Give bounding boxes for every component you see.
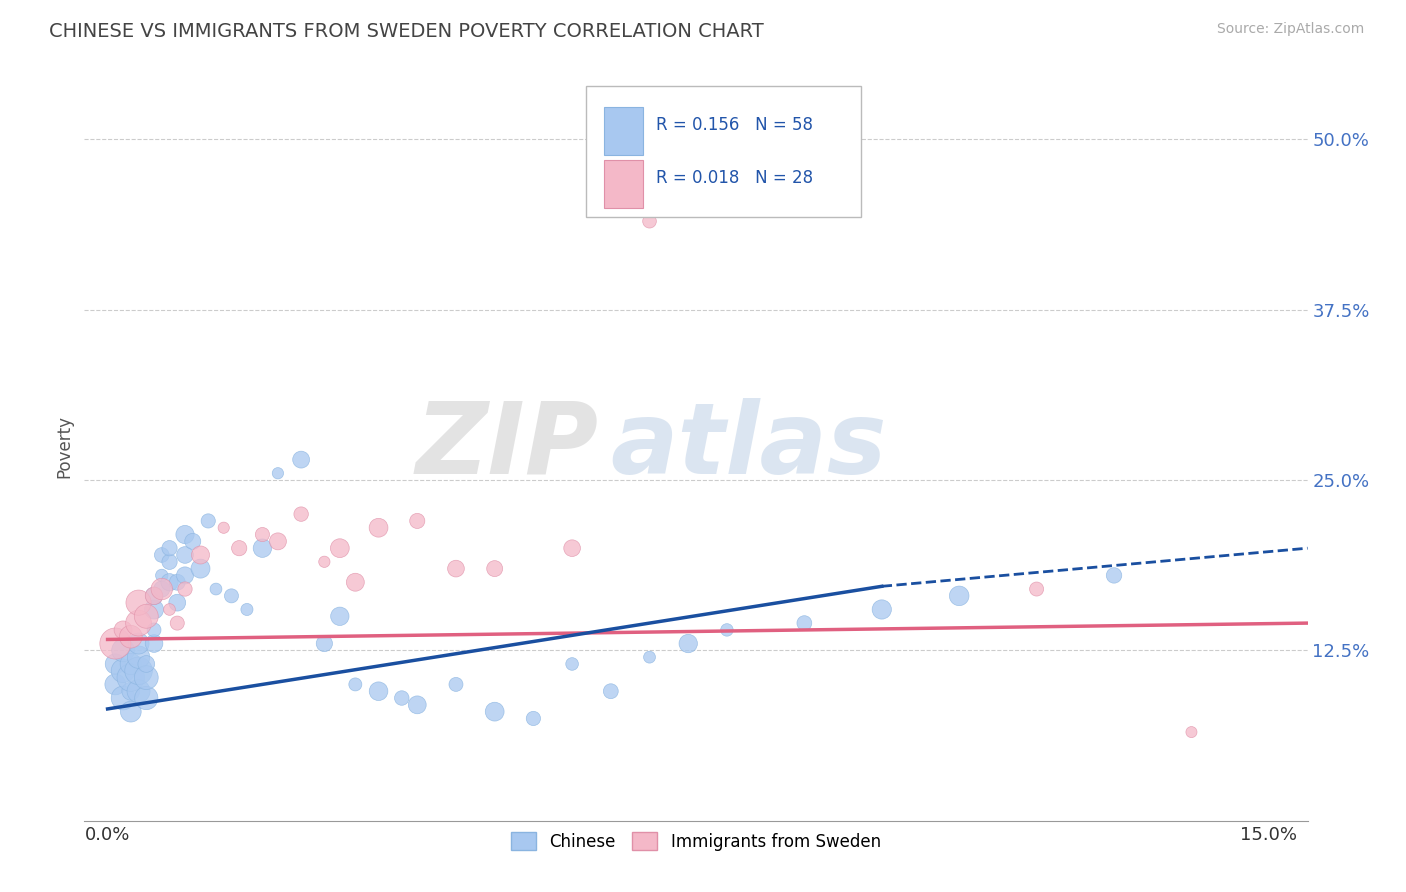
Point bbox=[190, 548, 212, 562]
Point bbox=[159, 602, 181, 616]
Point bbox=[120, 684, 142, 698]
Point bbox=[174, 548, 197, 562]
Point bbox=[676, 636, 699, 650]
Point bbox=[197, 514, 219, 528]
Text: CHINESE VS IMMIGRANTS FROM SWEDEN POVERTY CORRELATION CHART: CHINESE VS IMMIGRANTS FROM SWEDEN POVERT… bbox=[49, 22, 763, 41]
Point bbox=[166, 596, 188, 610]
Point bbox=[143, 602, 166, 616]
FancyBboxPatch shape bbox=[605, 160, 644, 208]
Text: atlas: atlas bbox=[610, 398, 887, 494]
Point bbox=[120, 630, 142, 644]
Point bbox=[252, 527, 274, 541]
Point bbox=[205, 582, 228, 596]
Point bbox=[344, 575, 367, 590]
Point bbox=[150, 582, 173, 596]
Point bbox=[522, 711, 544, 725]
Point bbox=[174, 527, 197, 541]
Point bbox=[252, 541, 274, 556]
Point bbox=[314, 555, 336, 569]
Point bbox=[135, 671, 157, 685]
Y-axis label: Poverty: Poverty bbox=[55, 415, 73, 477]
Point bbox=[1102, 568, 1125, 582]
Point bbox=[444, 561, 467, 575]
Point bbox=[367, 684, 389, 698]
Point bbox=[484, 705, 506, 719]
Point bbox=[166, 616, 188, 631]
FancyBboxPatch shape bbox=[586, 87, 860, 218]
Point bbox=[329, 541, 352, 556]
Point bbox=[135, 691, 157, 706]
Point bbox=[128, 616, 150, 631]
Text: ZIP: ZIP bbox=[415, 398, 598, 494]
Point bbox=[128, 650, 150, 665]
Point bbox=[143, 589, 166, 603]
Point bbox=[143, 589, 166, 603]
Point bbox=[638, 214, 661, 228]
Point bbox=[104, 636, 127, 650]
Legend: Chinese, Immigrants from Sweden: Chinese, Immigrants from Sweden bbox=[505, 826, 887, 857]
Point bbox=[135, 657, 157, 671]
Point bbox=[120, 671, 142, 685]
Point bbox=[135, 609, 157, 624]
Point bbox=[120, 705, 142, 719]
Point bbox=[948, 589, 970, 603]
Point bbox=[344, 677, 367, 691]
Point bbox=[870, 602, 893, 616]
Point bbox=[212, 521, 235, 535]
Text: R = 0.018   N = 28: R = 0.018 N = 28 bbox=[655, 169, 813, 186]
Point bbox=[159, 541, 181, 556]
Point bbox=[112, 643, 135, 657]
Point bbox=[406, 698, 429, 712]
Point bbox=[290, 507, 312, 521]
Point bbox=[174, 582, 197, 596]
Point bbox=[228, 541, 250, 556]
FancyBboxPatch shape bbox=[605, 107, 644, 155]
Point bbox=[190, 561, 212, 575]
Point bbox=[444, 677, 467, 691]
Point bbox=[329, 609, 352, 624]
Point bbox=[367, 521, 389, 535]
Point bbox=[561, 657, 583, 671]
Point bbox=[221, 589, 243, 603]
Point bbox=[143, 636, 166, 650]
Point bbox=[561, 541, 583, 556]
Point bbox=[406, 514, 429, 528]
Point bbox=[104, 657, 127, 671]
Point bbox=[112, 691, 135, 706]
Point bbox=[128, 596, 150, 610]
Point bbox=[128, 684, 150, 698]
Point bbox=[104, 677, 127, 691]
Point bbox=[166, 575, 188, 590]
Point bbox=[236, 602, 259, 616]
Point bbox=[716, 623, 738, 637]
Point bbox=[267, 467, 290, 481]
Point bbox=[181, 534, 204, 549]
Point bbox=[1025, 582, 1047, 596]
Point bbox=[112, 664, 135, 678]
Point bbox=[120, 657, 142, 671]
Point bbox=[638, 650, 661, 665]
Point bbox=[174, 568, 197, 582]
Point bbox=[112, 623, 135, 637]
Point bbox=[150, 582, 173, 596]
Point bbox=[150, 548, 173, 562]
Point bbox=[150, 568, 173, 582]
Point bbox=[290, 452, 312, 467]
Text: Source: ZipAtlas.com: Source: ZipAtlas.com bbox=[1216, 22, 1364, 37]
Point bbox=[391, 691, 413, 706]
Point bbox=[128, 636, 150, 650]
Point bbox=[1180, 725, 1202, 739]
Point bbox=[793, 616, 815, 631]
Point bbox=[314, 636, 336, 650]
Point bbox=[267, 534, 290, 549]
Point bbox=[143, 623, 166, 637]
Point bbox=[159, 555, 181, 569]
Point bbox=[159, 575, 181, 590]
Point bbox=[484, 561, 506, 575]
Text: R = 0.156   N = 58: R = 0.156 N = 58 bbox=[655, 116, 813, 135]
Point bbox=[128, 664, 150, 678]
Point bbox=[599, 684, 621, 698]
